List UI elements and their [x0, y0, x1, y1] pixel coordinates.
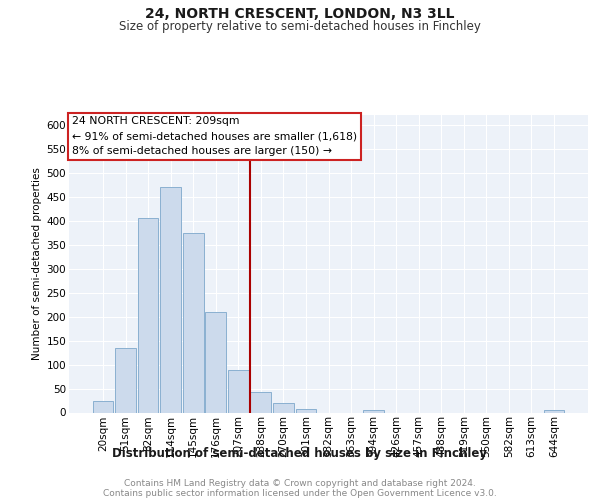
Bar — [228, 370, 248, 412]
Bar — [273, 403, 294, 412]
Bar — [137, 218, 158, 412]
Bar — [160, 187, 181, 412]
Text: Contains HM Land Registry data © Crown copyright and database right 2024.: Contains HM Land Registry data © Crown c… — [124, 479, 476, 488]
Bar — [115, 348, 136, 412]
Bar — [92, 400, 113, 412]
Text: 24, NORTH CRESCENT, LONDON, N3 3LL: 24, NORTH CRESCENT, LONDON, N3 3LL — [145, 8, 455, 22]
Bar — [296, 408, 316, 412]
Bar — [544, 410, 565, 412]
Bar — [205, 312, 226, 412]
Bar — [363, 410, 384, 412]
Y-axis label: Number of semi-detached properties: Number of semi-detached properties — [32, 168, 43, 360]
Text: Size of property relative to semi-detached houses in Finchley: Size of property relative to semi-detach… — [119, 20, 481, 33]
Text: Contains public sector information licensed under the Open Government Licence v3: Contains public sector information licen… — [103, 489, 497, 498]
Text: Distribution of semi-detached houses by size in Finchley: Distribution of semi-detached houses by … — [113, 448, 487, 460]
Text: 24 NORTH CRESCENT: 209sqm
← 91% of semi-detached houses are smaller (1,618)
8% o: 24 NORTH CRESCENT: 209sqm ← 91% of semi-… — [71, 116, 357, 156]
Bar — [183, 232, 203, 412]
Bar — [250, 392, 271, 412]
